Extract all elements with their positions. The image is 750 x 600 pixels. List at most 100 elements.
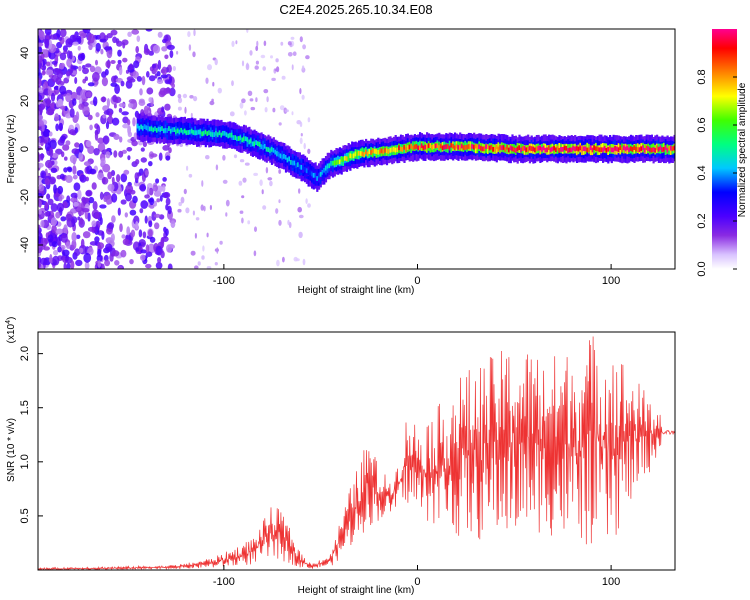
ridge-cell xyxy=(305,168,308,174)
noise-speck xyxy=(79,247,84,253)
ridge-cell xyxy=(462,145,465,150)
ridge-cell xyxy=(427,143,430,149)
noise-speck xyxy=(205,77,209,84)
noise-speck xyxy=(247,90,253,97)
noise-speck xyxy=(281,75,286,80)
ridge-cell xyxy=(220,132,223,138)
ridge-cell xyxy=(514,148,518,153)
ridge-cell xyxy=(216,132,220,138)
noise-speck xyxy=(72,165,77,175)
ridge-cell xyxy=(286,157,289,163)
noise-speck xyxy=(55,211,61,219)
ridge-cell xyxy=(203,130,206,136)
ridge-cell xyxy=(180,127,183,133)
noise-speck xyxy=(120,199,127,205)
ridge-cell xyxy=(453,145,457,151)
noise-speck xyxy=(38,94,43,102)
ridge-cell xyxy=(227,133,230,139)
ridge-cell xyxy=(499,145,502,150)
noise-speck xyxy=(105,243,113,252)
noise-speck xyxy=(266,96,269,103)
ridge-cell xyxy=(549,147,552,153)
noise-speck xyxy=(129,259,134,265)
ridge-cell xyxy=(666,147,669,153)
noise-speck xyxy=(249,50,253,56)
noise-speck xyxy=(75,111,80,121)
noise-speck xyxy=(120,80,125,87)
noise-speck xyxy=(59,85,67,95)
ridge-cell xyxy=(513,147,516,152)
noise-speck xyxy=(97,260,101,268)
ridge-cell xyxy=(417,145,420,151)
ridge-cell xyxy=(668,145,671,151)
noise-speck xyxy=(140,157,147,163)
noise-speck xyxy=(110,29,118,36)
noise-speck xyxy=(88,196,95,204)
noise-speck xyxy=(110,60,116,64)
noise-speck xyxy=(97,137,105,144)
noise-speck xyxy=(278,199,281,204)
noise-speck xyxy=(111,193,118,203)
noise-speck xyxy=(298,214,304,219)
noise-speck xyxy=(75,35,82,42)
ridge-cell xyxy=(145,125,148,131)
noise-speck xyxy=(279,105,285,111)
ridge-cell xyxy=(291,160,294,166)
ridge-cell xyxy=(373,148,376,154)
ridge-cell xyxy=(209,131,213,137)
ridge-cell xyxy=(546,147,549,153)
noise-speck xyxy=(130,229,136,238)
noise-speck xyxy=(153,213,161,218)
ridge-cell xyxy=(600,147,603,153)
noise-speck xyxy=(38,162,44,168)
snr-xtick-label: 100 xyxy=(602,576,620,588)
ridge-cell xyxy=(218,130,221,136)
ridge-cell xyxy=(391,147,394,153)
ridge-cell xyxy=(586,147,589,153)
colorbar-tick-label: 0.4 xyxy=(696,165,708,180)
ridge-cell xyxy=(194,130,197,136)
noise-speck xyxy=(104,46,112,51)
noise-speck xyxy=(75,259,83,267)
ridge-cell xyxy=(589,145,592,156)
noise-speck xyxy=(163,226,167,233)
ridge-cell xyxy=(372,148,375,154)
snr-panel: -100 0 100 0.5 1.0 1.5 2.0 Height of straight … xyxy=(5,317,676,596)
noise-speck xyxy=(45,159,53,169)
noise-speck xyxy=(209,100,215,106)
noise-speck xyxy=(127,131,133,138)
ridge-cell xyxy=(206,131,209,136)
ridge-cell xyxy=(396,147,399,153)
spectrogram-xtick-label: 100 xyxy=(602,275,620,287)
noise-speck xyxy=(70,260,75,269)
noise-speck xyxy=(167,263,173,269)
noise-speck xyxy=(76,234,81,239)
noise-speck xyxy=(170,220,176,228)
ridge-cell xyxy=(270,147,274,152)
noise-speck xyxy=(101,71,107,78)
ridge-cell xyxy=(450,143,453,153)
snr-frame xyxy=(37,331,676,571)
noise-speck xyxy=(149,197,155,206)
noise-speck xyxy=(238,180,243,186)
ridge-cell xyxy=(387,149,390,154)
noise-speck xyxy=(54,113,60,122)
ridge-cell xyxy=(556,145,559,151)
ridge-cell xyxy=(441,145,444,151)
noise-speck xyxy=(239,159,245,163)
spectrogram-ytick-label: 20 xyxy=(19,95,31,107)
ridge-cell xyxy=(488,145,491,151)
noise-speck xyxy=(172,66,176,71)
noise-speck xyxy=(60,29,67,38)
noise-speck xyxy=(38,230,42,235)
noise-speck xyxy=(87,145,95,154)
ridge-cell xyxy=(626,145,629,151)
noise-speck xyxy=(64,156,68,161)
noise-speck xyxy=(299,88,302,95)
noise-speck xyxy=(207,64,212,71)
spectrogram-ytick-label: -20 xyxy=(19,189,31,205)
noise-speck xyxy=(131,140,138,147)
ridge-cell xyxy=(368,149,371,154)
noise-speck xyxy=(38,141,41,147)
noise-speck xyxy=(120,173,128,183)
